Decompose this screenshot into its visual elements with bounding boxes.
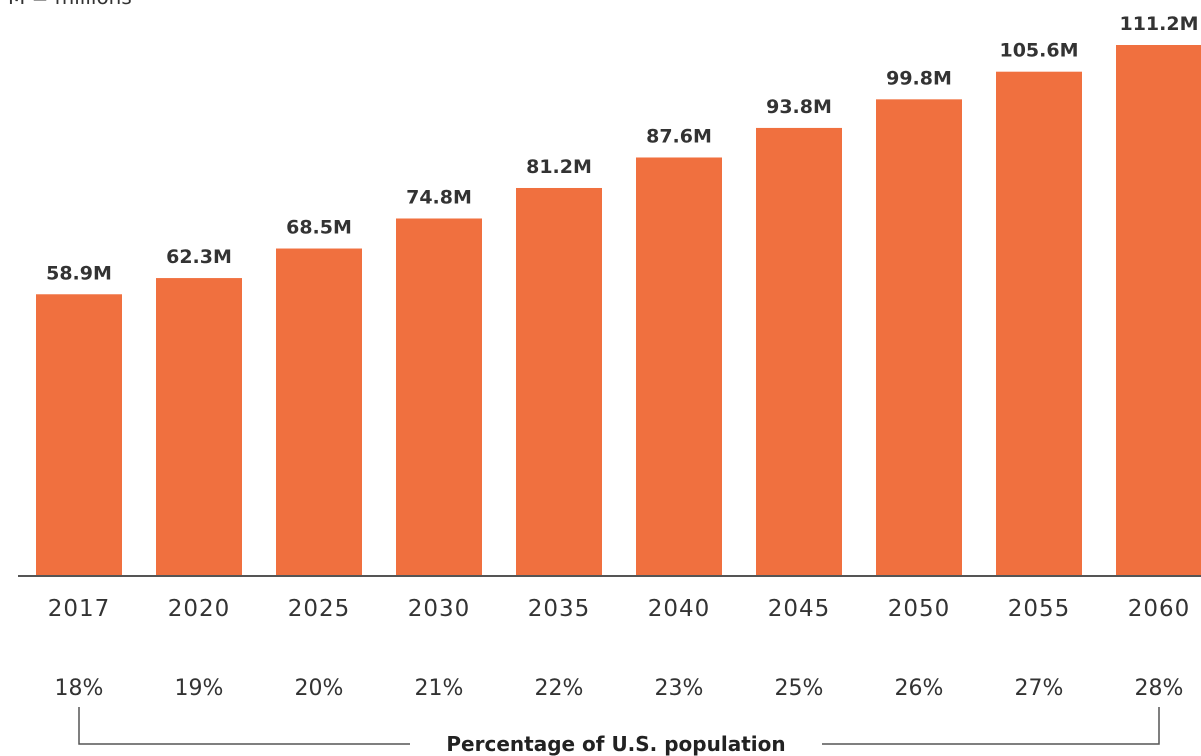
- x-tick-2055: 2055: [1008, 596, 1071, 622]
- value-label-2050: 99.8M: [886, 67, 952, 89]
- x-tick-2017: 2017: [48, 596, 111, 622]
- value-label-2045: 93.8M: [766, 96, 832, 118]
- units-note: M = millions: [8, 0, 132, 9]
- bar-2060: [1116, 45, 1201, 575]
- x-tick-2060: 2060: [1128, 596, 1191, 622]
- bar-2050: [876, 99, 962, 575]
- percent-bracket: [78, 707, 1160, 745]
- percent-2025: 20%: [295, 676, 344, 701]
- percent-2050: 26%: [895, 676, 944, 701]
- value-label-2055: 105.6M: [999, 40, 1078, 62]
- percent-2020: 19%: [175, 676, 224, 701]
- value-label-2035: 81.2M: [526, 156, 592, 178]
- bar-2025: [276, 248, 362, 576]
- value-label-2060: 111.2M: [1119, 13, 1198, 35]
- percent-2045: 25%: [775, 676, 824, 701]
- bar-2055: [996, 71, 1082, 576]
- bar-2030: [396, 218, 482, 576]
- value-label-2025: 68.5M: [286, 217, 352, 239]
- value-label-2020: 62.3M: [166, 246, 232, 268]
- percent-caption: Percentage of U.S. population: [446, 732, 785, 756]
- bar-2045: [756, 127, 842, 576]
- x-tick-2045: 2045: [768, 596, 831, 622]
- percent-2035: 22%: [535, 676, 584, 701]
- percent-2055: 27%: [1015, 676, 1064, 701]
- x-tick-2030: 2030: [408, 596, 471, 622]
- bar-2020: [156, 278, 242, 575]
- bar-2035: [516, 187, 602, 576]
- value-label-2030: 74.8M: [406, 186, 472, 208]
- x-tick-2050: 2050: [888, 596, 951, 622]
- percent-2030: 21%: [415, 676, 464, 701]
- bar-2017: [36, 294, 122, 575]
- percent-labels: 18% 19% 20% 21% 22% 23% 25% 26% 27% 28%: [55, 676, 1184, 701]
- x-tick-2040: 2040: [648, 596, 711, 622]
- percent-2060: 28%: [1135, 676, 1184, 701]
- x-tick-labels: 2017 2020 2025 2030 2035 2040 2045 2050 2055 2060: [48, 596, 1191, 622]
- x-tick-2020: 2020: [168, 596, 231, 622]
- x-tick-2035: 2035: [528, 596, 591, 622]
- value-label-2040: 87.6M: [646, 125, 712, 147]
- value-label-2017: 58.9M: [46, 262, 112, 284]
- percent-2040: 23%: [655, 676, 704, 701]
- x-tick-2025: 2025: [288, 596, 351, 622]
- bars: 58.9M 62.3M 68.5M 74.8M 81.2M 87.6M 93.8M 99.8M…: [36, 13, 1201, 576]
- percent-2017: 18%: [55, 676, 104, 701]
- bar-2040: [636, 157, 722, 576]
